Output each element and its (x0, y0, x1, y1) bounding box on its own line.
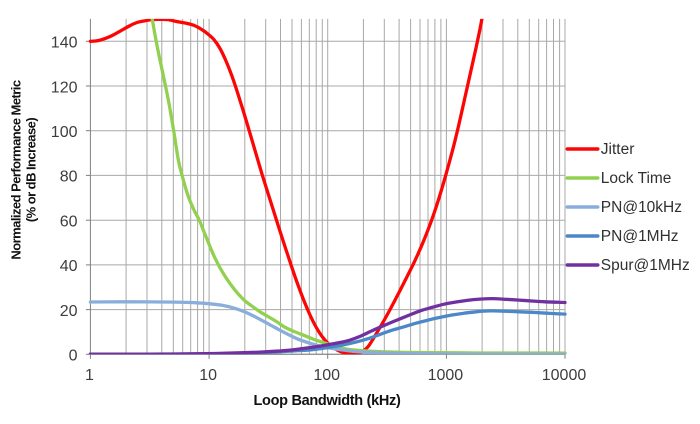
svg-text:80: 80 (60, 169, 78, 186)
svg-text:20: 20 (60, 303, 78, 320)
svg-text:Spur@1MHz: Spur@1MHz (601, 257, 690, 274)
svg-text:Jitter: Jitter (601, 141, 635, 158)
svg-text:Lock Time: Lock Time (601, 170, 672, 187)
svg-text:1: 1 (85, 367, 94, 384)
svg-text:100: 100 (313, 367, 340, 384)
svg-text:60: 60 (60, 214, 78, 231)
svg-text:Normalized Performance Metric: Normalized Performance Metric (9, 80, 24, 259)
svg-text:PN@10kHz: PN@10kHz (601, 199, 682, 216)
svg-text:10: 10 (199, 367, 217, 384)
svg-text:Loop Bandwidth (kHz): Loop Bandwidth (kHz) (253, 393, 401, 409)
svg-text:(% or dB Increase): (% or dB Increase) (24, 118, 39, 222)
svg-text:140: 140 (51, 35, 78, 52)
svg-text:0: 0 (69, 348, 78, 365)
svg-text:100: 100 (51, 124, 78, 141)
svg-text:40: 40 (60, 258, 78, 275)
svg-text:PN@1MHz: PN@1MHz (601, 228, 679, 245)
svg-text:10000: 10000 (542, 367, 587, 384)
svg-text:1000: 1000 (428, 367, 464, 384)
svg-text:120: 120 (51, 79, 78, 96)
